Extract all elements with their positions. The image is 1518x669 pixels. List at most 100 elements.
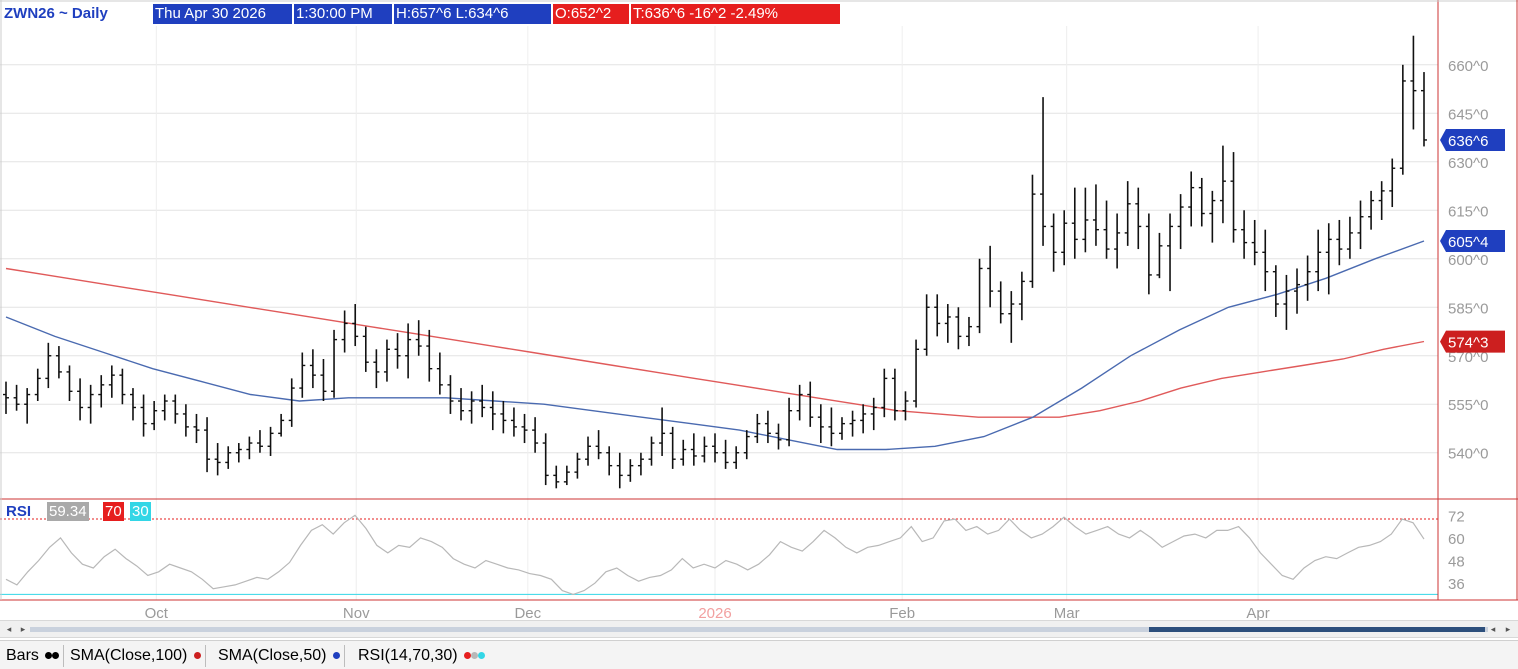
ohlc-bar: [987, 245, 994, 308]
ohlc-bar: [1050, 213, 1057, 272]
ohlc-bar: [341, 310, 348, 353]
ohlc-bar: [352, 304, 359, 347]
svg-text:636^6: 636^6: [1448, 133, 1488, 150]
black-dot-icon: [52, 652, 60, 660]
ohlc-bar: [66, 365, 73, 402]
header-high-low: H:657^6 L:634^6: [394, 4, 551, 24]
x-tick-label: Feb: [889, 605, 915, 620]
ohlc-bar: [182, 404, 189, 437]
ohlc-bar: [743, 430, 750, 460]
scroll-end-right-icon[interactable]: ▸: [1505, 624, 1511, 634]
study-bars[interactable]: Bars: [2, 645, 65, 667]
ohlc-bar: [77, 378, 84, 421]
ohlc-bar: [595, 430, 602, 460]
ohlc-bar: [1410, 35, 1417, 130]
ohlc-bar: [98, 375, 105, 408]
ohlc-bar: [1230, 152, 1237, 243]
ohlc-bar: [1368, 190, 1375, 230]
ohlc-bar: [923, 294, 930, 356]
ohlc-bar: [140, 394, 147, 437]
ohlc-bar: [108, 365, 115, 398]
studies-bar: Bars SMA(Close,100) SMA(Close,50) RSI(14…: [0, 640, 1518, 669]
ohlc-bar: [1114, 213, 1121, 269]
ohlc-bar: [786, 397, 793, 447]
horizontal-scrollbar[interactable]: ◂ ▸ ◂ ▸: [0, 620, 1518, 638]
ohlc-bar: [510, 407, 517, 437]
rsi-oversold: 30: [130, 502, 151, 521]
header-date: Thu Apr 30 2026: [153, 4, 292, 24]
ohlc-bar: [669, 426, 676, 469]
ohlc-bar: [891, 368, 898, 421]
ohlc-bar: [1156, 232, 1163, 279]
price-badge: 605^4: [1440, 229, 1505, 252]
y-tick-label: 660^0: [1448, 58, 1488, 75]
ohlc-bar: [997, 281, 1004, 324]
ohlc-bar: [807, 381, 814, 427]
ohlc-bar: [712, 433, 718, 463]
ohlc-bar: [690, 433, 697, 466]
ohlc-bar: [436, 352, 443, 395]
scroll-right-icon[interactable]: ▸: [20, 624, 26, 634]
ohlc-bar: [1167, 213, 1174, 292]
ohlc-bar: [849, 410, 856, 437]
ohlc-bar: [278, 413, 285, 437]
y-tick-label: 585^0: [1448, 300, 1488, 317]
study-sma100[interactable]: SMA(Close,100): [66, 645, 206, 667]
rsi-tick-label: 36: [1448, 576, 1465, 593]
ohlc-bar: [1294, 268, 1301, 314]
ohlc-bar: [764, 410, 771, 444]
ohlc-bar: [1251, 219, 1258, 266]
header-time: 1:30:00 PM: [294, 4, 392, 24]
ohlc-bar: [1272, 265, 1279, 317]
ohlc-bar: [1071, 187, 1078, 259]
ohlc-bar: [553, 465, 560, 489]
ohlc-bar: [1283, 274, 1290, 330]
scroll-end-left-icon[interactable]: ◂: [1490, 624, 1496, 634]
scroll-track[interactable]: [30, 627, 1488, 632]
study-rsi[interactable]: RSI(14,70,30): [354, 645, 489, 667]
ohlc-bar: [1008, 291, 1015, 343]
x-tick-label: Oct: [145, 605, 169, 620]
ohlc-bar: [563, 465, 570, 486]
ohlc-bar: [1219, 145, 1226, 224]
ohlc-bar: [394, 333, 401, 369]
ohlc-bar: [13, 384, 20, 411]
price-grid: [0, 26, 1438, 600]
ohlc-bar: [299, 352, 306, 398]
ohlc-bar: [934, 294, 941, 337]
ohlc-bar: [24, 388, 31, 424]
ohlc-bar: [214, 443, 221, 476]
ohlc-bar: [288, 378, 295, 427]
ohlc-bar: [976, 258, 983, 334]
header-trade: T:636^6 -16^2 -2.49%: [631, 4, 840, 24]
scroll-thumb[interactable]: [1149, 627, 1485, 632]
ohlc-bar: [1421, 72, 1427, 147]
ohlc-bar: [1145, 213, 1152, 295]
ohlc-bar: [489, 391, 496, 431]
y-tick-label: 540^0: [1448, 446, 1488, 463]
ohlc-bar: [796, 384, 803, 421]
ohlc-bar: [637, 452, 644, 476]
ohlc-bar: [34, 368, 41, 402]
ohlc-bar: [447, 375, 454, 414]
ohlc-bar: [659, 407, 666, 456]
ohlc-bar: [838, 417, 845, 440]
rsi-grid: [0, 518, 1438, 595]
ohlc-bar: [680, 439, 687, 466]
ohlc-bar: [775, 423, 782, 450]
scroll-left-icon[interactable]: ◂: [6, 624, 12, 634]
ohlc-bar: [45, 342, 52, 389]
study-sma50[interactable]: SMA(Close,50): [214, 645, 345, 667]
ohlc-bar: [1209, 190, 1216, 243]
black-dot-icon: [45, 652, 53, 660]
ohlc-bar: [722, 439, 729, 469]
red-dot-icon: [193, 652, 201, 660]
ohlc-bar: [1018, 271, 1025, 321]
rsi-title: RSI: [6, 503, 32, 520]
ohlc-bar: [1304, 255, 1311, 301]
ohlc-bar: [1040, 97, 1047, 246]
ohlc-bar: [521, 413, 528, 444]
ohlc-bar: [331, 329, 338, 398]
chart-canvas[interactable]: 660^0 645^0 630^0 615^0 600^0 585^0 570^0 555^0…: [0, 0, 1518, 620]
ohlc-bar: [1029, 174, 1036, 288]
